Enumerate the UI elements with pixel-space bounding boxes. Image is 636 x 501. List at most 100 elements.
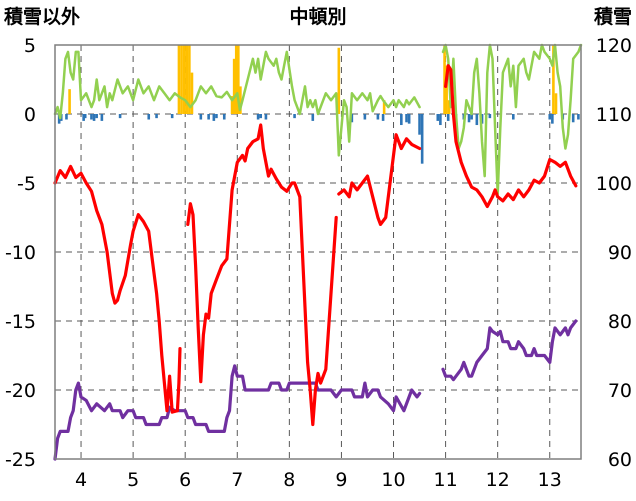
x-tick-label: 13 [538, 469, 562, 491]
left-tick-label: -20 [5, 380, 36, 402]
wind-line [53, 50, 421, 157]
precip-bar [259, 114, 263, 119]
precip-bar [571, 114, 575, 123]
precip-bar [577, 114, 580, 120]
precip-bar [311, 114, 315, 121]
precip-bar [170, 114, 174, 119]
precip-bar [83, 114, 87, 119]
precip-bar [100, 114, 104, 121]
precip-bar [212, 114, 216, 121]
precip-bar [552, 45, 555, 114]
precip-bar [185, 45, 189, 114]
precip-bar [180, 45, 183, 114]
x-tick-label: 11 [434, 469, 458, 491]
precip-bar [82, 114, 85, 121]
snow_depth-line [441, 319, 578, 382]
right-axis-ticks: 120 110 100 90 80 70 60 [596, 35, 632, 471]
precip-bar [188, 45, 191, 114]
precip-bar [177, 45, 181, 114]
precip-bar [467, 114, 471, 123]
left-tick-label: -15 [5, 311, 36, 333]
precip-bar [237, 45, 240, 114]
precip-bar [234, 45, 238, 114]
right-tick-label: 110 [596, 104, 632, 126]
precip-bar [207, 114, 210, 120]
snow_depth-line [53, 364, 422, 461]
precip-bar [363, 114, 367, 120]
precip-bar [439, 114, 442, 126]
precip-bar [407, 114, 411, 124]
x-tick-label: 6 [179, 469, 191, 491]
right-tick-label: 80 [608, 311, 632, 333]
precip-bar [400, 114, 403, 126]
precip-bar [418, 114, 421, 135]
precip-bar [511, 114, 515, 120]
precip-bar [446, 114, 450, 121]
precip-bar [95, 114, 98, 119]
plot-frame [54, 44, 582, 460]
temperature-line [186, 123, 338, 427]
precip-bar [90, 114, 93, 120]
left-tick-label: -10 [5, 242, 36, 264]
right-tick-label: 60 [608, 449, 632, 471]
x-axis-ticks: 4 5 6 7 8 9 10 11 12 13 [75, 469, 562, 491]
x-tick-label: 8 [283, 469, 295, 491]
x-tick-label: 7 [231, 469, 243, 491]
precip-bar [65, 114, 68, 120]
precip-bar [232, 58, 236, 114]
left-tick-label: -5 [17, 173, 36, 195]
precip-bar [443, 45, 446, 114]
chart-title: 中頓別 [289, 5, 346, 28]
right-tick-label: 70 [608, 380, 632, 402]
temperature-line [337, 133, 422, 226]
precip-bar [420, 114, 424, 164]
precip-bar [381, 114, 385, 121]
x-tick-label: 4 [75, 469, 87, 491]
precip-bar [554, 93, 558, 114]
precip-bar [551, 114, 554, 124]
precip-bar [68, 89, 71, 114]
x-tick-label: 10 [381, 469, 405, 491]
left-axis-ticks: 5 0 -5 -10 -15 -20 -25 [5, 35, 36, 471]
precip-bar [488, 114, 492, 119]
precip-bar [147, 114, 151, 120]
right-tick-label: 90 [608, 242, 632, 264]
precip-bar [475, 114, 479, 126]
left-tick-label: 5 [24, 35, 36, 57]
precip-bar [405, 114, 408, 123]
series-lines [53, 43, 583, 461]
precip-bar [57, 114, 61, 124]
precip-bar [264, 114, 268, 120]
precip-bar [118, 114, 122, 119]
x-tick-label: 9 [335, 469, 347, 491]
right-axis-label: 積雪 [594, 5, 632, 28]
precip-bar [480, 114, 484, 124]
left-tick-label: -25 [5, 449, 36, 471]
temperature-line [53, 164, 182, 414]
precip-bar [445, 65, 448, 114]
left-axis-label: 積雪以外 [4, 5, 80, 28]
wind-line [441, 43, 583, 196]
temperature-line [444, 64, 578, 209]
precip-bar [155, 114, 158, 119]
precip-bar [190, 72, 194, 114]
precip-bar [215, 114, 218, 119]
right-tick-label: 100 [596, 173, 632, 195]
precip-bar [376, 114, 380, 120]
precip-bar [470, 114, 473, 120]
precip-bar [447, 100, 451, 114]
precip-bar [256, 114, 260, 120]
precip-bar [337, 47, 341, 115]
precip-bar [382, 100, 386, 114]
precip-bar [239, 86, 242, 114]
precip-bar [548, 114, 552, 120]
x-tick-label: 5 [127, 469, 139, 491]
left-tick-label: 0 [24, 104, 36, 126]
precip-bar [230, 96, 234, 114]
right-tick-label: 120 [596, 35, 632, 57]
precip-bar [350, 114, 354, 123]
x-tick-label: 12 [486, 469, 510, 491]
precip-bar [222, 114, 226, 120]
precip-bar [199, 114, 203, 120]
